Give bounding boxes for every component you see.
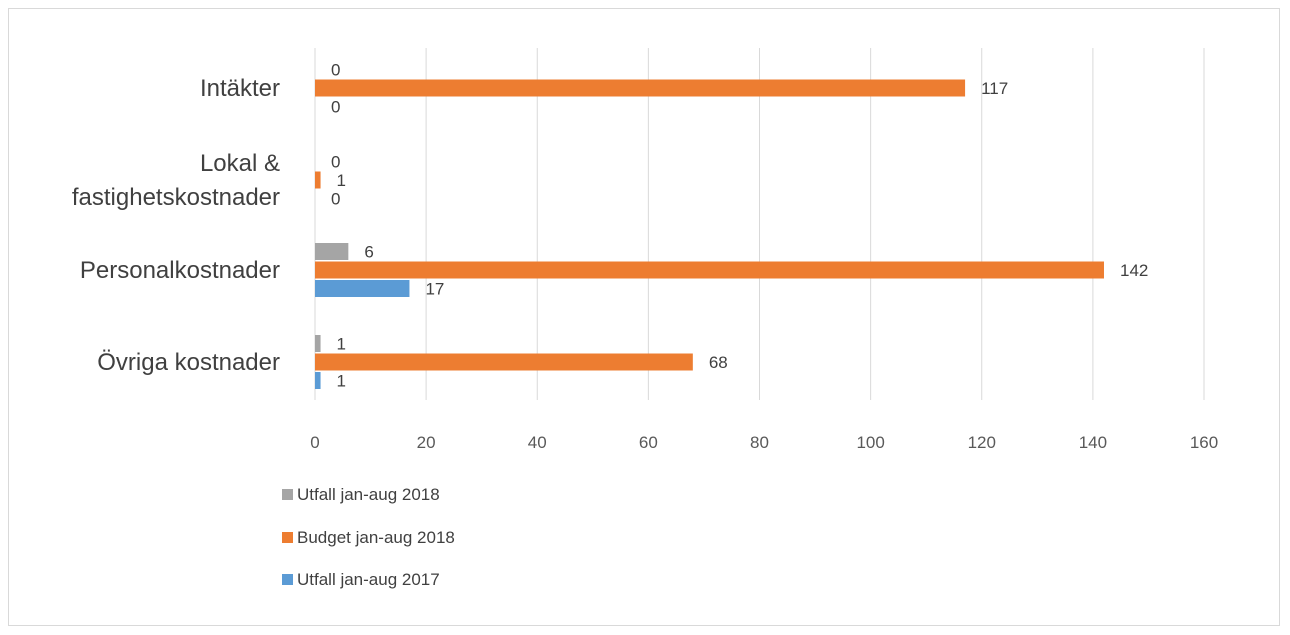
data-label: 1 bbox=[337, 171, 346, 190]
bar bbox=[315, 171, 321, 189]
data-labels: 0 0 6 1 117 1 142 68 0 0 17 1 bbox=[331, 61, 1148, 391]
x-tick-label: 120 bbox=[968, 433, 996, 452]
data-label: 1 bbox=[337, 372, 346, 391]
x-tick-label: 80 bbox=[750, 433, 769, 452]
data-label: 142 bbox=[1120, 261, 1148, 280]
category-label: Personalkostnader bbox=[80, 257, 280, 284]
data-label: 17 bbox=[425, 280, 444, 299]
bar bbox=[315, 335, 321, 352]
data-label: 117 bbox=[981, 79, 1008, 98]
x-tick-label: 20 bbox=[417, 433, 436, 452]
category-label: Övriga kostnader bbox=[97, 349, 280, 376]
legend-label: Budget jan-aug 2018 bbox=[297, 528, 455, 547]
data-label: 0 bbox=[331, 153, 340, 172]
data-label: 68 bbox=[709, 353, 728, 372]
x-tick-label: 160 bbox=[1190, 433, 1218, 452]
x-axis-ticks: 0 20 40 60 80 100 120 140 160 bbox=[310, 433, 1218, 452]
bar bbox=[315, 243, 349, 260]
category-label: Lokal & fastighetskostnader bbox=[72, 150, 280, 211]
bar bbox=[315, 372, 321, 389]
data-label: 6 bbox=[364, 243, 373, 262]
x-tick-label: 60 bbox=[639, 433, 658, 452]
legend-swatch bbox=[282, 574, 293, 585]
x-tick-label: 100 bbox=[856, 433, 884, 452]
legend-label: Utfall jan-aug 2017 bbox=[297, 570, 440, 589]
x-tick-label: 140 bbox=[1079, 433, 1107, 452]
data-label: 0 bbox=[331, 98, 340, 117]
category-labels: Intäkter Lokal & fastighetskostnader Person… bbox=[72, 75, 280, 376]
legend: Utfall jan-aug 2018 Budget jan-aug 2018 Ut… bbox=[282, 485, 455, 589]
x-tick-label: 0 bbox=[310, 433, 319, 452]
bar bbox=[315, 280, 410, 297]
x-tick-label: 40 bbox=[528, 433, 547, 452]
data-label: 0 bbox=[331, 61, 340, 80]
bar bbox=[315, 353, 693, 371]
data-label: 0 bbox=[331, 190, 340, 209]
category-label: Intäkter bbox=[200, 75, 280, 102]
legend-label: Utfall jan-aug 2018 bbox=[297, 485, 440, 504]
data-label: 1 bbox=[337, 335, 346, 354]
bar bbox=[315, 79, 966, 97]
legend-swatch bbox=[282, 532, 293, 543]
bar bbox=[315, 261, 1104, 279]
chart-frame bbox=[8, 8, 1280, 626]
legend-swatch bbox=[282, 489, 293, 500]
bars bbox=[315, 79, 1104, 389]
gridlines bbox=[314, 48, 1205, 400]
